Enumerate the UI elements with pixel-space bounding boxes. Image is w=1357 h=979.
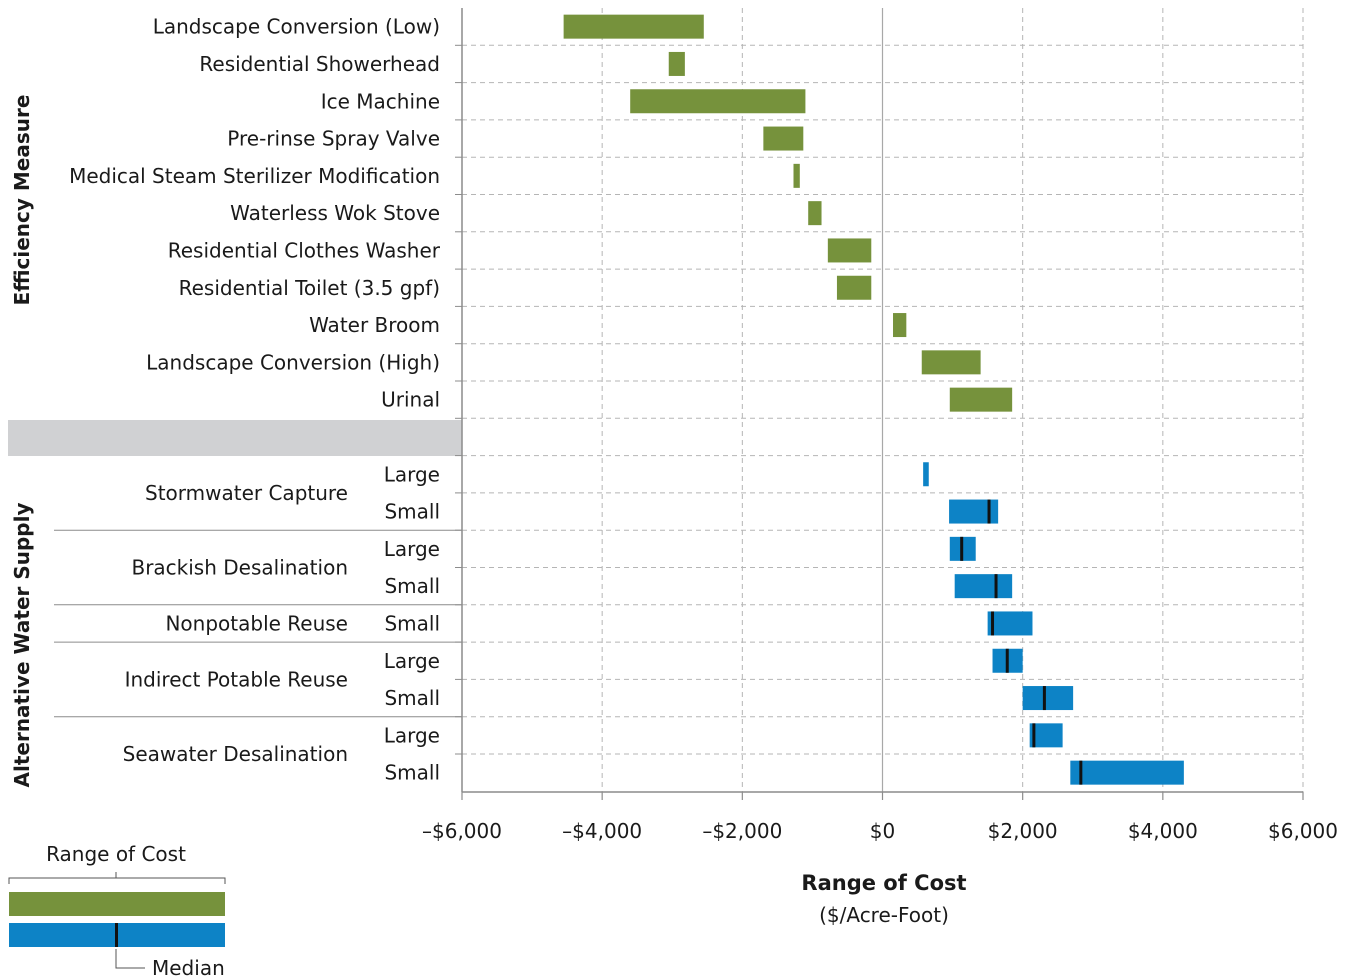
row-label: Landscape Conversion (High) (146, 350, 440, 374)
size-label: Small (384, 686, 440, 710)
row-label: Residential Showerhead (199, 52, 440, 76)
row-label: Medical Steam Sterilizer Modification (69, 164, 440, 188)
size-label: Large (384, 462, 440, 486)
legend-median-pointer (115, 949, 145, 969)
median-mark (960, 536, 964, 561)
legend-median-label: Median (152, 956, 225, 979)
legend-median-mark (115, 923, 118, 947)
size-label: Small (384, 574, 440, 598)
row-label: Landscape Conversion (Low) (153, 15, 440, 39)
size-label: Small (384, 500, 440, 524)
x-tick-label: $2,000 (988, 819, 1058, 843)
size-label: Small (384, 611, 440, 635)
supply-bar (954, 574, 1013, 599)
row-label: Ice Machine (321, 89, 440, 113)
size-label: Large (384, 723, 440, 747)
group-label-supply: Alternative Water Supply (10, 503, 34, 788)
category-label: Stormwater Capture (145, 481, 348, 505)
efficiency-bar (827, 238, 872, 263)
median-mark (1005, 648, 1009, 673)
size-label: Small (384, 761, 440, 785)
median-mark (994, 574, 998, 599)
efficiency-bar (630, 89, 806, 114)
median-mark (1042, 686, 1046, 711)
efficiency-bar (763, 126, 804, 151)
supply-bar (923, 462, 929, 487)
legend-efficiency-swatch (9, 892, 225, 916)
legend: Range of Cost Median (8, 842, 226, 979)
efficiency-bar (949, 387, 1013, 412)
row-labels: Landscape Conversion (Low) Residential Sh… (54, 15, 462, 785)
gridlines (462, 8, 1304, 792)
efficiency-bar (793, 163, 800, 188)
category-label: Brackish Desalination (131, 556, 348, 580)
category-label: Nonpotable Reuse (165, 611, 348, 635)
efficiency-bar (808, 201, 822, 226)
group-label-efficiency: Efficiency Measure (10, 95, 34, 306)
row-label: Urinal (381, 388, 440, 412)
x-tick-label: $6,000 (1268, 819, 1338, 843)
x-tick-label: $0 (870, 819, 895, 843)
efficiency-bar (563, 14, 704, 39)
separator-band (8, 420, 462, 456)
row-label: Residential Clothes Washer (168, 238, 441, 262)
efficiency-bar (668, 51, 685, 76)
x-axis-unit: ($/Acre-Foot) (819, 903, 949, 927)
supply-bar (949, 499, 999, 524)
supply-bar (1070, 760, 1184, 785)
supply-bar (1022, 686, 1074, 711)
row-label: Waterless Wok Stove (230, 201, 440, 225)
size-label: Large (384, 537, 440, 561)
supply-bar (987, 611, 1033, 636)
efficiency-bar (921, 350, 981, 375)
legend-range-label: Range of Cost (46, 842, 186, 866)
legend-range-bracket (8, 872, 226, 884)
efficiency-bar (836, 275, 872, 300)
x-axis-title: Range of Cost (801, 871, 966, 895)
efficiency-bar (893, 313, 907, 338)
median-mark (1079, 760, 1083, 785)
category-label: Seawater Desalination (123, 742, 348, 766)
x-tick-label: –$4,000 (562, 819, 642, 843)
median-mark (1032, 723, 1036, 748)
bars (563, 14, 1184, 785)
x-axis: –$6,000 –$4,000 –$2,000 $0 $2,000 $4,000 $6,00… (422, 8, 1338, 843)
x-tick-label: –$2,000 (702, 819, 782, 843)
x-tick-label: –$6,000 (422, 819, 502, 843)
category-label: Indirect Potable Reuse (125, 667, 348, 691)
x-tick-label: $4,000 (1128, 819, 1198, 843)
median-mark (991, 611, 995, 636)
row-label: Residential Toilet (3.5 gpf) (179, 276, 440, 300)
row-label: Pre-rinse Spray Valve (227, 127, 440, 151)
size-label: Large (384, 649, 440, 673)
median-mark (987, 499, 991, 524)
row-label: Water Broom (309, 313, 440, 337)
